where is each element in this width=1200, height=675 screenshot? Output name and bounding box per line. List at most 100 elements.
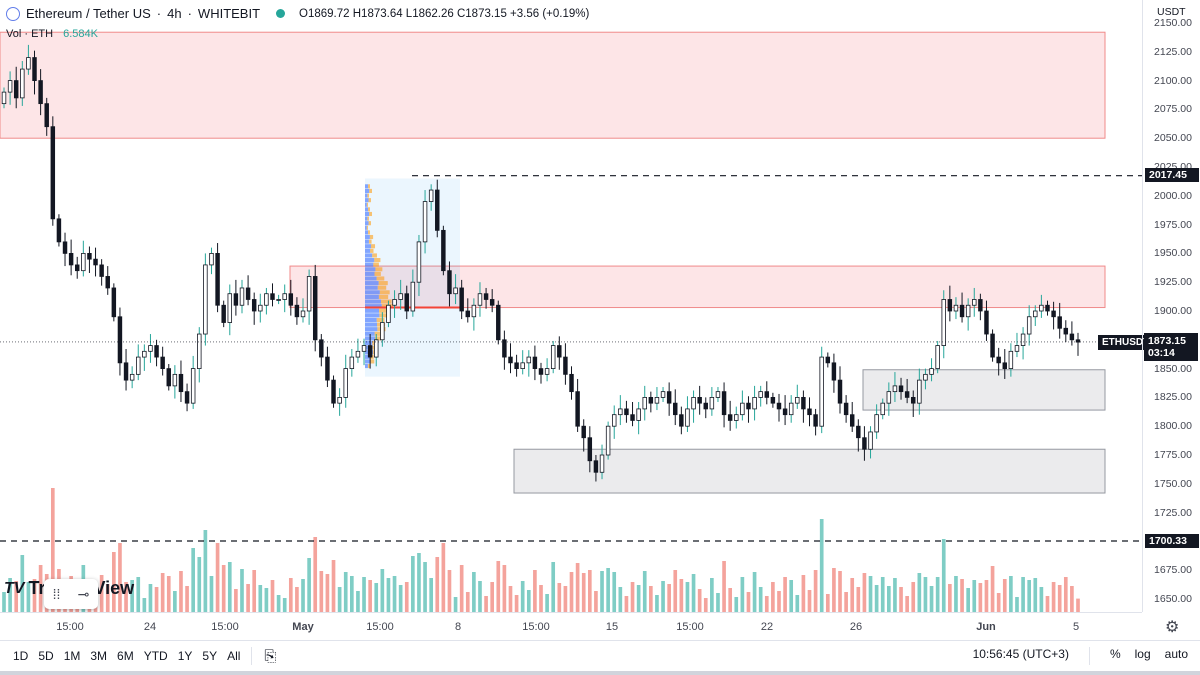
candle-body xyxy=(520,362,525,369)
volume-profile-bar xyxy=(367,216,369,221)
candle-body xyxy=(386,304,391,323)
candle-body xyxy=(538,368,544,375)
bottom-toolbar: 1D 5D 1M 3M 6M YTD 1Y 5Y All ⎘ 10:56:45 (UTC+3) … xyxy=(0,640,1200,671)
candle-body xyxy=(587,437,593,462)
candle-body xyxy=(1026,316,1032,335)
candle-body xyxy=(618,408,623,416)
price-scale[interactable]: USDT 2150.00 2125.00 2100.00 2075.00 2050.00… xyxy=(1142,0,1200,612)
candle-body xyxy=(557,345,562,358)
price-chart-canvas[interactable] xyxy=(0,0,1142,612)
range-button-5d[interactable]: 5D xyxy=(38,649,54,663)
candle-body xyxy=(361,345,367,352)
volume-bar xyxy=(453,597,458,612)
candle-body xyxy=(660,391,666,398)
log-toggle[interactable]: log xyxy=(1134,647,1151,661)
candle-body xyxy=(26,57,31,70)
price-tick: 1775.00 xyxy=(1154,449,1192,461)
volume-bar xyxy=(813,570,818,612)
interval-label[interactable]: 4h xyxy=(167,6,182,21)
candle-body xyxy=(435,189,440,231)
clock-label[interactable]: 10:56:45 (UTC+3) xyxy=(972,647,1069,661)
candle-body xyxy=(20,68,25,99)
time-tick: 15:00 xyxy=(366,621,394,633)
date-range-icon[interactable]: ⎘ xyxy=(264,647,277,665)
volume-bar xyxy=(691,574,696,612)
candle-body xyxy=(1008,350,1014,370)
candle-body xyxy=(679,414,684,427)
volume-profile-bar xyxy=(374,271,381,276)
symbol-name[interactable]: Ethereum / Tether US xyxy=(26,6,151,21)
candle-body xyxy=(270,293,275,300)
volume-profile-bar xyxy=(365,359,371,364)
time-scale[interactable]: 15:00 24 15:00 May 15:00 8 15:00 15 15:00 22 26 Jun… xyxy=(0,612,1142,640)
candle-body xyxy=(593,460,599,473)
volume-bar xyxy=(502,565,507,612)
volume-bar xyxy=(978,583,983,612)
currency-label[interactable]: USDT xyxy=(1157,6,1186,18)
volume-bar xyxy=(996,593,1001,612)
candle-body xyxy=(581,425,586,439)
candle-body xyxy=(544,368,550,375)
volume-bar xyxy=(319,571,324,612)
volume-bar xyxy=(14,581,19,612)
volume-bar xyxy=(734,597,739,612)
volume-bar xyxy=(649,586,653,612)
range-button-ytd[interactable]: YTD xyxy=(143,649,168,663)
range-button-1y[interactable]: 1Y xyxy=(177,649,193,663)
candle-body xyxy=(758,391,763,398)
volume-bar xyxy=(398,585,403,612)
volume-bar xyxy=(307,558,311,612)
volume-bar xyxy=(1009,576,1013,612)
volume-bar xyxy=(490,582,495,612)
symbol-legend[interactable]: Ethereum / Tether US · 4h · WHITEBIT O18… xyxy=(6,6,589,21)
chart-pane[interactable]: Ethereum / Tether US · 4h · WHITEBIT O18… xyxy=(0,0,1142,612)
candle-body xyxy=(483,293,489,300)
candle-body xyxy=(282,293,287,300)
volume-bar xyxy=(587,570,592,612)
candle-body xyxy=(136,356,141,375)
ohlc-values: O1869.72 H1873.64 L1862.26 C1873.15 +3.5… xyxy=(299,7,590,20)
range-button-3m[interactable]: 3M xyxy=(90,649,108,663)
candle-body xyxy=(50,126,56,220)
volume-profile-bar xyxy=(365,331,375,336)
candle-body xyxy=(673,402,678,416)
range-button-1m[interactable]: 1M xyxy=(63,649,81,663)
percent-toggle[interactable]: % xyxy=(1109,647,1121,661)
candle-body xyxy=(666,391,672,404)
auto-toggle[interactable]: auto xyxy=(1164,647,1188,661)
volume-bar xyxy=(594,591,598,612)
range-button-6m[interactable]: 6M xyxy=(117,649,134,663)
exchange-label[interactable]: WHITEBIT xyxy=(197,6,261,21)
price-tick: 1925.00 xyxy=(1154,276,1192,289)
volume-legend[interactable]: Vol · ETH 6.584K xyxy=(6,28,98,40)
volume-bar xyxy=(972,580,977,612)
volume-bar xyxy=(1033,578,1038,612)
candle-body xyxy=(239,287,245,306)
drag-handle-icon[interactable]: ⁞⁞ xyxy=(52,586,61,602)
volume-profile-bar xyxy=(370,359,375,364)
legend-separator: · xyxy=(187,6,192,21)
time-tick: 8 xyxy=(454,621,462,633)
slider-icon[interactable]: ⊸ xyxy=(77,585,90,602)
settings-gear-icon[interactable]: ⚙ xyxy=(1165,619,1180,636)
volume-bar xyxy=(508,586,513,612)
candle-body xyxy=(843,402,849,416)
candle-body xyxy=(465,310,471,318)
candle-body xyxy=(343,368,348,398)
price-tick: 1750.00 xyxy=(1154,477,1192,490)
time-tick: 15 xyxy=(605,621,619,633)
candle-body xyxy=(605,425,611,456)
drag-widget[interactable]: ⁞⁞ ⊸ xyxy=(44,579,98,609)
volume-bar xyxy=(563,586,568,612)
volume-bar xyxy=(234,589,238,612)
candle-body xyxy=(874,414,879,433)
range-button-1d[interactable]: 1D xyxy=(13,649,29,663)
range-button-5y[interactable]: 5Y xyxy=(202,649,218,663)
volume-bar xyxy=(758,587,763,612)
volume-profile-bar xyxy=(370,248,374,253)
candle-body xyxy=(44,103,49,128)
volume-bar xyxy=(819,519,824,612)
range-button-all[interactable]: All xyxy=(227,649,241,663)
volume-bar xyxy=(447,570,452,612)
volume-bar xyxy=(514,595,519,612)
